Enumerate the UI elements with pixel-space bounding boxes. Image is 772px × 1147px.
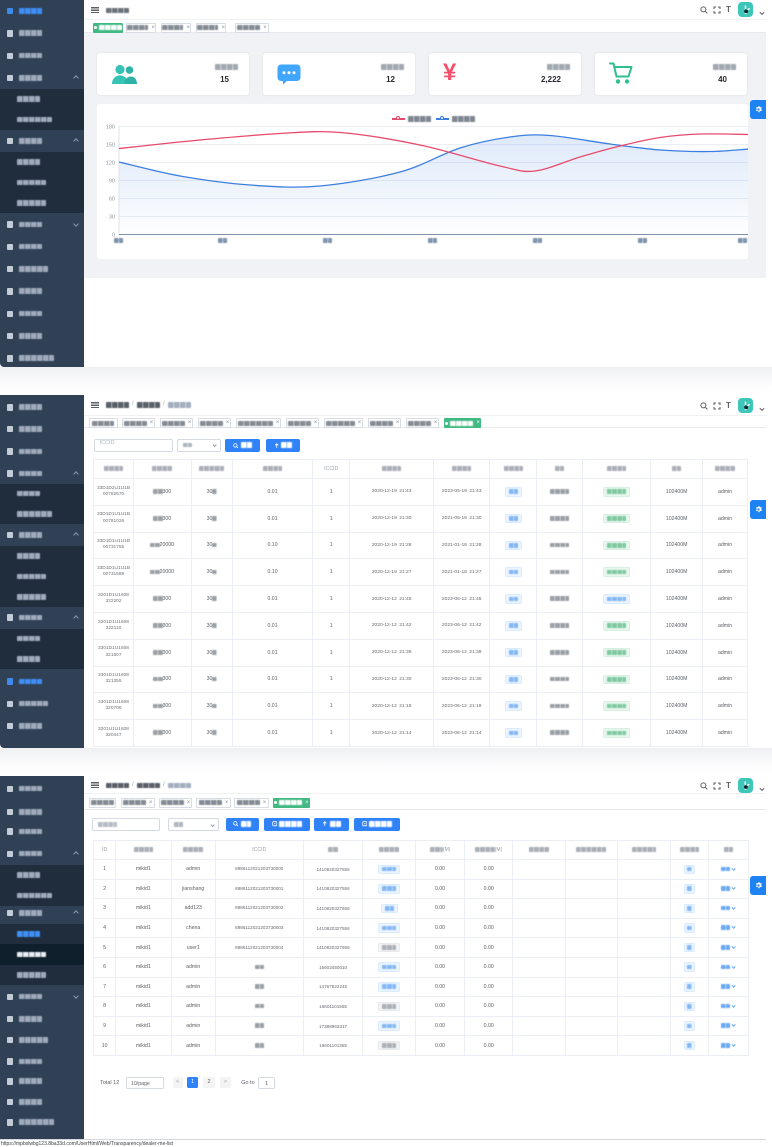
svg-text:0: 0 [112, 233, 115, 239]
svg-text:90: 90 [109, 179, 115, 185]
svg-text:150: 150 [106, 143, 115, 149]
svg-text:30: 30 [109, 215, 115, 221]
svg-text:60: 60 [109, 197, 115, 203]
svg-text:120: 120 [106, 161, 115, 167]
svg-text:180: 180 [106, 125, 115, 131]
